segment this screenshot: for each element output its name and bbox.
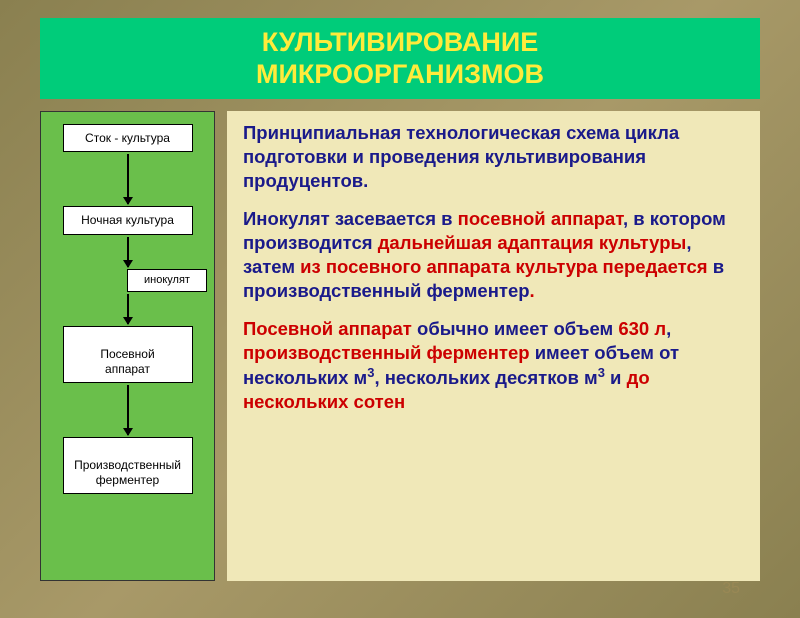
flow-label: Посевной аппарат — [100, 347, 154, 375]
text-span-red: 630 л — [618, 318, 666, 339]
text-span: Инокулят засевается в — [243, 208, 458, 229]
arrow-icon — [127, 294, 129, 324]
paragraph-1: Принципиальная технологическая схема цик… — [243, 121, 744, 193]
text-span-red: . — [530, 280, 535, 301]
text-span: и — [605, 367, 627, 388]
page-number: 35 — [722, 580, 740, 598]
flow-label: Ночная культура — [81, 213, 174, 227]
text-span: Принципиальная технологическая схема цик… — [243, 122, 679, 191]
text-span: , — [666, 318, 671, 339]
flow-node-night: Ночная культура — [63, 206, 193, 234]
arrow-icon — [127, 154, 129, 204]
text-span-red: дальнейшая адаптация культуры — [378, 232, 687, 253]
page-title: КУЛЬТИВИРОВАНИЕ МИКРООРГАНИЗМОВ — [60, 26, 740, 91]
paragraph-2: Инокулят засевается в посевной аппарат, … — [243, 207, 744, 303]
text-span: , нескольких десятков м — [374, 367, 597, 388]
arrow-icon — [127, 237, 129, 267]
content-row: Сток - культура Ночная культура инокулят… — [40, 111, 760, 581]
flowchart-panel: Сток - культура Ночная культура инокулят… — [40, 111, 215, 581]
flow-label: Сток - культура — [85, 131, 170, 145]
flow-node-stock: Сток - культура — [63, 124, 193, 152]
paragraph-3: Посевной аппарат обычно имеет объем 630 … — [243, 317, 744, 414]
title-line2: МИКРООРГАНИЗМОВ — [256, 59, 544, 89]
flow-node-ferm: Производственный ферментер — [63, 437, 193, 494]
flow-node-inoc: инокулят — [127, 269, 207, 292]
text-span: обычно имеет объем — [417, 318, 618, 339]
arrow-icon — [127, 385, 129, 435]
flow-label: Производственный ферментер — [74, 458, 181, 486]
flow-label: инокулят — [144, 274, 190, 286]
superscript: 3 — [598, 365, 605, 380]
title-bar: КУЛЬТИВИРОВАНИЕ МИКРООРГАНИЗМОВ — [40, 18, 760, 99]
text-span-red: Посевной аппарат — [243, 318, 417, 339]
text-panel: Принципиальная технологическая схема цик… — [227, 111, 760, 581]
flow-node-seed: Посевной аппарат — [63, 326, 193, 383]
text-span-red: посевной аппарат — [458, 208, 623, 229]
text-span-red: из посевного аппарата культура передаетс… — [300, 256, 707, 277]
title-line1: КУЛЬТИВИРОВАНИЕ — [262, 27, 539, 57]
text-span-red: производственный ферментер — [243, 342, 535, 363]
